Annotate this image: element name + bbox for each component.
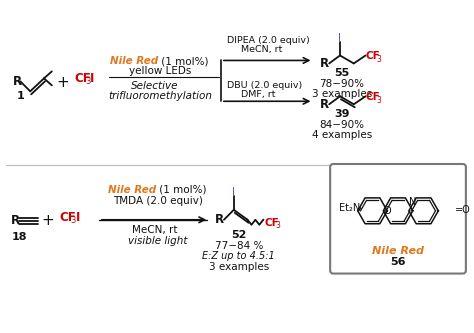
Text: 56: 56 [390, 257, 406, 267]
Text: Nile Red: Nile Red [372, 246, 424, 256]
Text: (1 mol%): (1 mol%) [156, 185, 207, 195]
Text: DBU (2.0 equiv): DBU (2.0 equiv) [227, 81, 302, 90]
Text: 77−84 %: 77−84 % [215, 241, 263, 251]
Text: 3: 3 [71, 216, 76, 225]
Text: Nile Red: Nile Red [110, 56, 158, 67]
Text: CF: CF [264, 218, 279, 228]
Text: CF: CF [365, 52, 380, 62]
Text: trifluoromethylation: trifluoromethylation [108, 91, 212, 101]
Text: E:Z up to 4.5:1: E:Z up to 4.5:1 [202, 251, 275, 261]
Text: I: I [338, 33, 341, 43]
Text: 3: 3 [85, 77, 91, 86]
Text: Nile Red: Nile Red [108, 185, 156, 195]
Text: R: R [215, 213, 224, 226]
Text: =O: =O [455, 205, 471, 215]
Text: 55: 55 [334, 68, 350, 78]
Text: TMDA (2.0 equiv): TMDA (2.0 equiv) [113, 196, 203, 206]
Text: I: I [75, 211, 80, 224]
Text: N: N [409, 197, 417, 207]
Text: R: R [320, 57, 329, 70]
Text: 18: 18 [12, 232, 27, 242]
Text: 39: 39 [334, 109, 350, 119]
Text: R: R [10, 214, 19, 227]
Text: 3: 3 [275, 221, 280, 230]
Text: visible light: visible light [128, 236, 188, 246]
Text: +: + [42, 213, 55, 228]
Text: yellow LEDs: yellow LEDs [129, 66, 191, 76]
Text: 84−90%: 84−90% [319, 120, 365, 130]
Text: DMF, rt: DMF, rt [241, 90, 275, 99]
Text: (1 mol%): (1 mol%) [158, 56, 209, 67]
Text: I: I [90, 72, 95, 85]
Text: 3: 3 [376, 55, 381, 64]
Text: Et₂N: Et₂N [339, 203, 360, 213]
Text: 78−90%: 78−90% [319, 79, 365, 89]
Text: 52: 52 [231, 230, 246, 240]
Text: O: O [383, 206, 391, 216]
Text: CF: CF [60, 211, 76, 224]
Text: 3 examples: 3 examples [312, 89, 372, 99]
Text: 4 examples: 4 examples [312, 130, 372, 140]
Text: +: + [56, 75, 69, 90]
Text: MeCN, rt: MeCN, rt [241, 45, 282, 54]
Text: 1: 1 [17, 91, 24, 101]
FancyBboxPatch shape [330, 164, 466, 273]
Text: 3: 3 [376, 96, 381, 105]
Text: R: R [12, 75, 22, 88]
Text: R: R [320, 98, 329, 111]
Text: Selective: Selective [131, 81, 179, 91]
Text: CF: CF [365, 92, 380, 102]
Text: I: I [232, 187, 235, 197]
Text: MeCN, rt: MeCN, rt [132, 225, 178, 235]
Text: 3 examples: 3 examples [209, 262, 269, 272]
Text: DIPEA (2.0 equiv): DIPEA (2.0 equiv) [227, 36, 310, 45]
Text: CF: CF [74, 72, 91, 85]
